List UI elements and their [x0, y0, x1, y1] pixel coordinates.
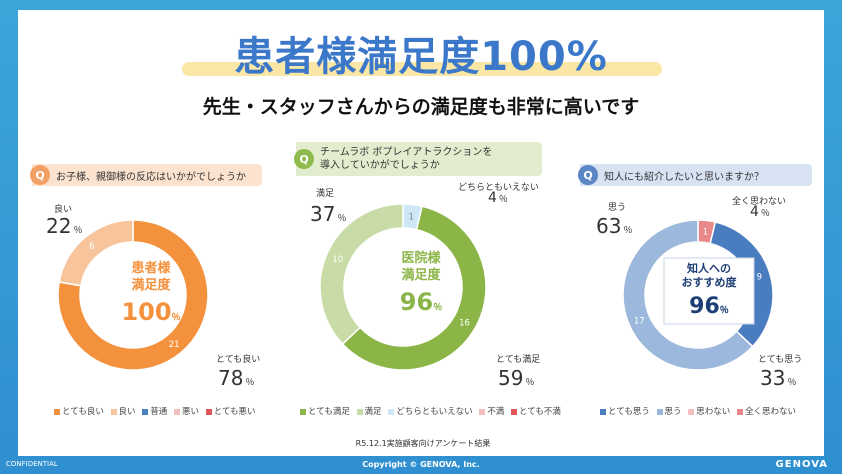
- callout-neutral-value: 4 ％: [488, 190, 508, 206]
- center-label-3: 知人への おすすめ度: [681, 262, 737, 289]
- survey-source-note: R5.12.1実施顧客向けアンケート結果: [355, 439, 491, 448]
- center-label-2: 医院様 満足度: [401, 251, 441, 283]
- page-subtitle: 先生・スタッフさんからの満足度も非常に高いです: [202, 96, 640, 118]
- callout-agree-label: 思う: [608, 203, 627, 213]
- donut-1-slice-0-label: 21: [169, 340, 180, 350]
- question-badge: Q: [578, 165, 598, 185]
- question-3: Q 知人にも紹介したいと思いますか？: [578, 164, 812, 186]
- title-highlight: [182, 62, 662, 76]
- confidential-label: CONFIDENTIAL: [6, 460, 58, 468]
- callout-satisfied-label: 満足: [316, 189, 335, 199]
- page-title: 患者様満足度100%: [234, 34, 608, 80]
- callout-very-satisfied-label: とても満足: [496, 355, 541, 365]
- callout-verygood-value: 78 ％: [218, 366, 255, 390]
- center-value-3: 96％: [689, 294, 729, 319]
- title-wrap: 患者様満足度100%: [18, 24, 824, 82]
- legend-2: とても満足 満足 どちらともいえない 不満 とても不満: [300, 405, 565, 417]
- brand-logo: GENOVA: [775, 459, 828, 470]
- question-2-line1: チームラボ ボプレイアトラクションを: [320, 147, 493, 158]
- question-2: Q チームラボ ボプレイアトラクションを 導入していかがでしょうか: [294, 142, 542, 176]
- donut-1-slice-0: [57, 219, 209, 371]
- donut-2-slice-1: [319, 203, 404, 346]
- question-1-text: お子様、親御様の反応はいかがでしょうか: [56, 171, 246, 183]
- donut-2-slice-0: [341, 205, 487, 371]
- donut-3-slice-1: [622, 219, 754, 371]
- callout-good-label: 良い: [54, 205, 73, 215]
- center-value-2: 96％: [399, 288, 443, 316]
- question-badge: Q: [30, 165, 50, 185]
- callout-strongly-disagree-label: 全く思わない: [732, 197, 787, 207]
- callout-strongly-agree-label: とても思う: [758, 355, 803, 365]
- donut-2-slice-2-label: 1: [409, 212, 414, 222]
- donut-charts: 21 6 1 16 10 1 9 17: [57, 203, 774, 371]
- question-1: Q お子様、親御様の反応はいかがでしょうか: [30, 164, 262, 186]
- callout-verygood-label: とても良い: [216, 355, 261, 365]
- callout-strongly-agree-value: 33 ％: [760, 366, 797, 390]
- callout-strongly-disagree-value: 4 ％: [750, 204, 770, 220]
- donut-3-slice-1-label: 17: [634, 316, 645, 326]
- center-box-3: [663, 257, 755, 325]
- donut-2-slice-0-label: 16: [459, 319, 470, 329]
- callout-good-value: 22 ％: [46, 214, 83, 238]
- donut-1-slice-1: [58, 219, 134, 287]
- center-value-1: 100％: [121, 298, 181, 326]
- callout-very-satisfied-value: 59 ％: [498, 366, 535, 390]
- question-3-text: 知人にも紹介したいと思いますか？: [604, 171, 764, 183]
- question-badge: Q: [294, 149, 314, 169]
- slide: 患者様満足度100% 先生・スタッフさんからの満足度も非常に高いです Q お子様…: [18, 10, 824, 456]
- center-label-1: 患者様 満足度: [131, 261, 171, 293]
- donut-1-slice-1-label: 6: [89, 242, 94, 252]
- copyright: Copyright © GENOVA, Inc.: [362, 460, 480, 469]
- donut-2-slice-1-label: 10: [332, 255, 343, 265]
- callout-neutral-label: どちらともいえない: [458, 183, 539, 193]
- donut-3-slice-3-label: 1: [703, 227, 708, 237]
- legend-3: とても思う 思う 思わない 全く思わない: [600, 405, 800, 417]
- footer: CONFIDENTIAL Copyright © GENOVA, Inc. GE…: [0, 458, 842, 474]
- question-2-line2: 導入していかがでしょうか: [320, 160, 440, 171]
- donut-3-slice-0-label: 9: [757, 273, 762, 283]
- callout-satisfied-value: 37 ％: [310, 202, 347, 226]
- legend-1: とても良い 良い 普通 悪い とても悪い: [54, 405, 260, 417]
- callout-agree-value: 63 ％: [596, 214, 633, 238]
